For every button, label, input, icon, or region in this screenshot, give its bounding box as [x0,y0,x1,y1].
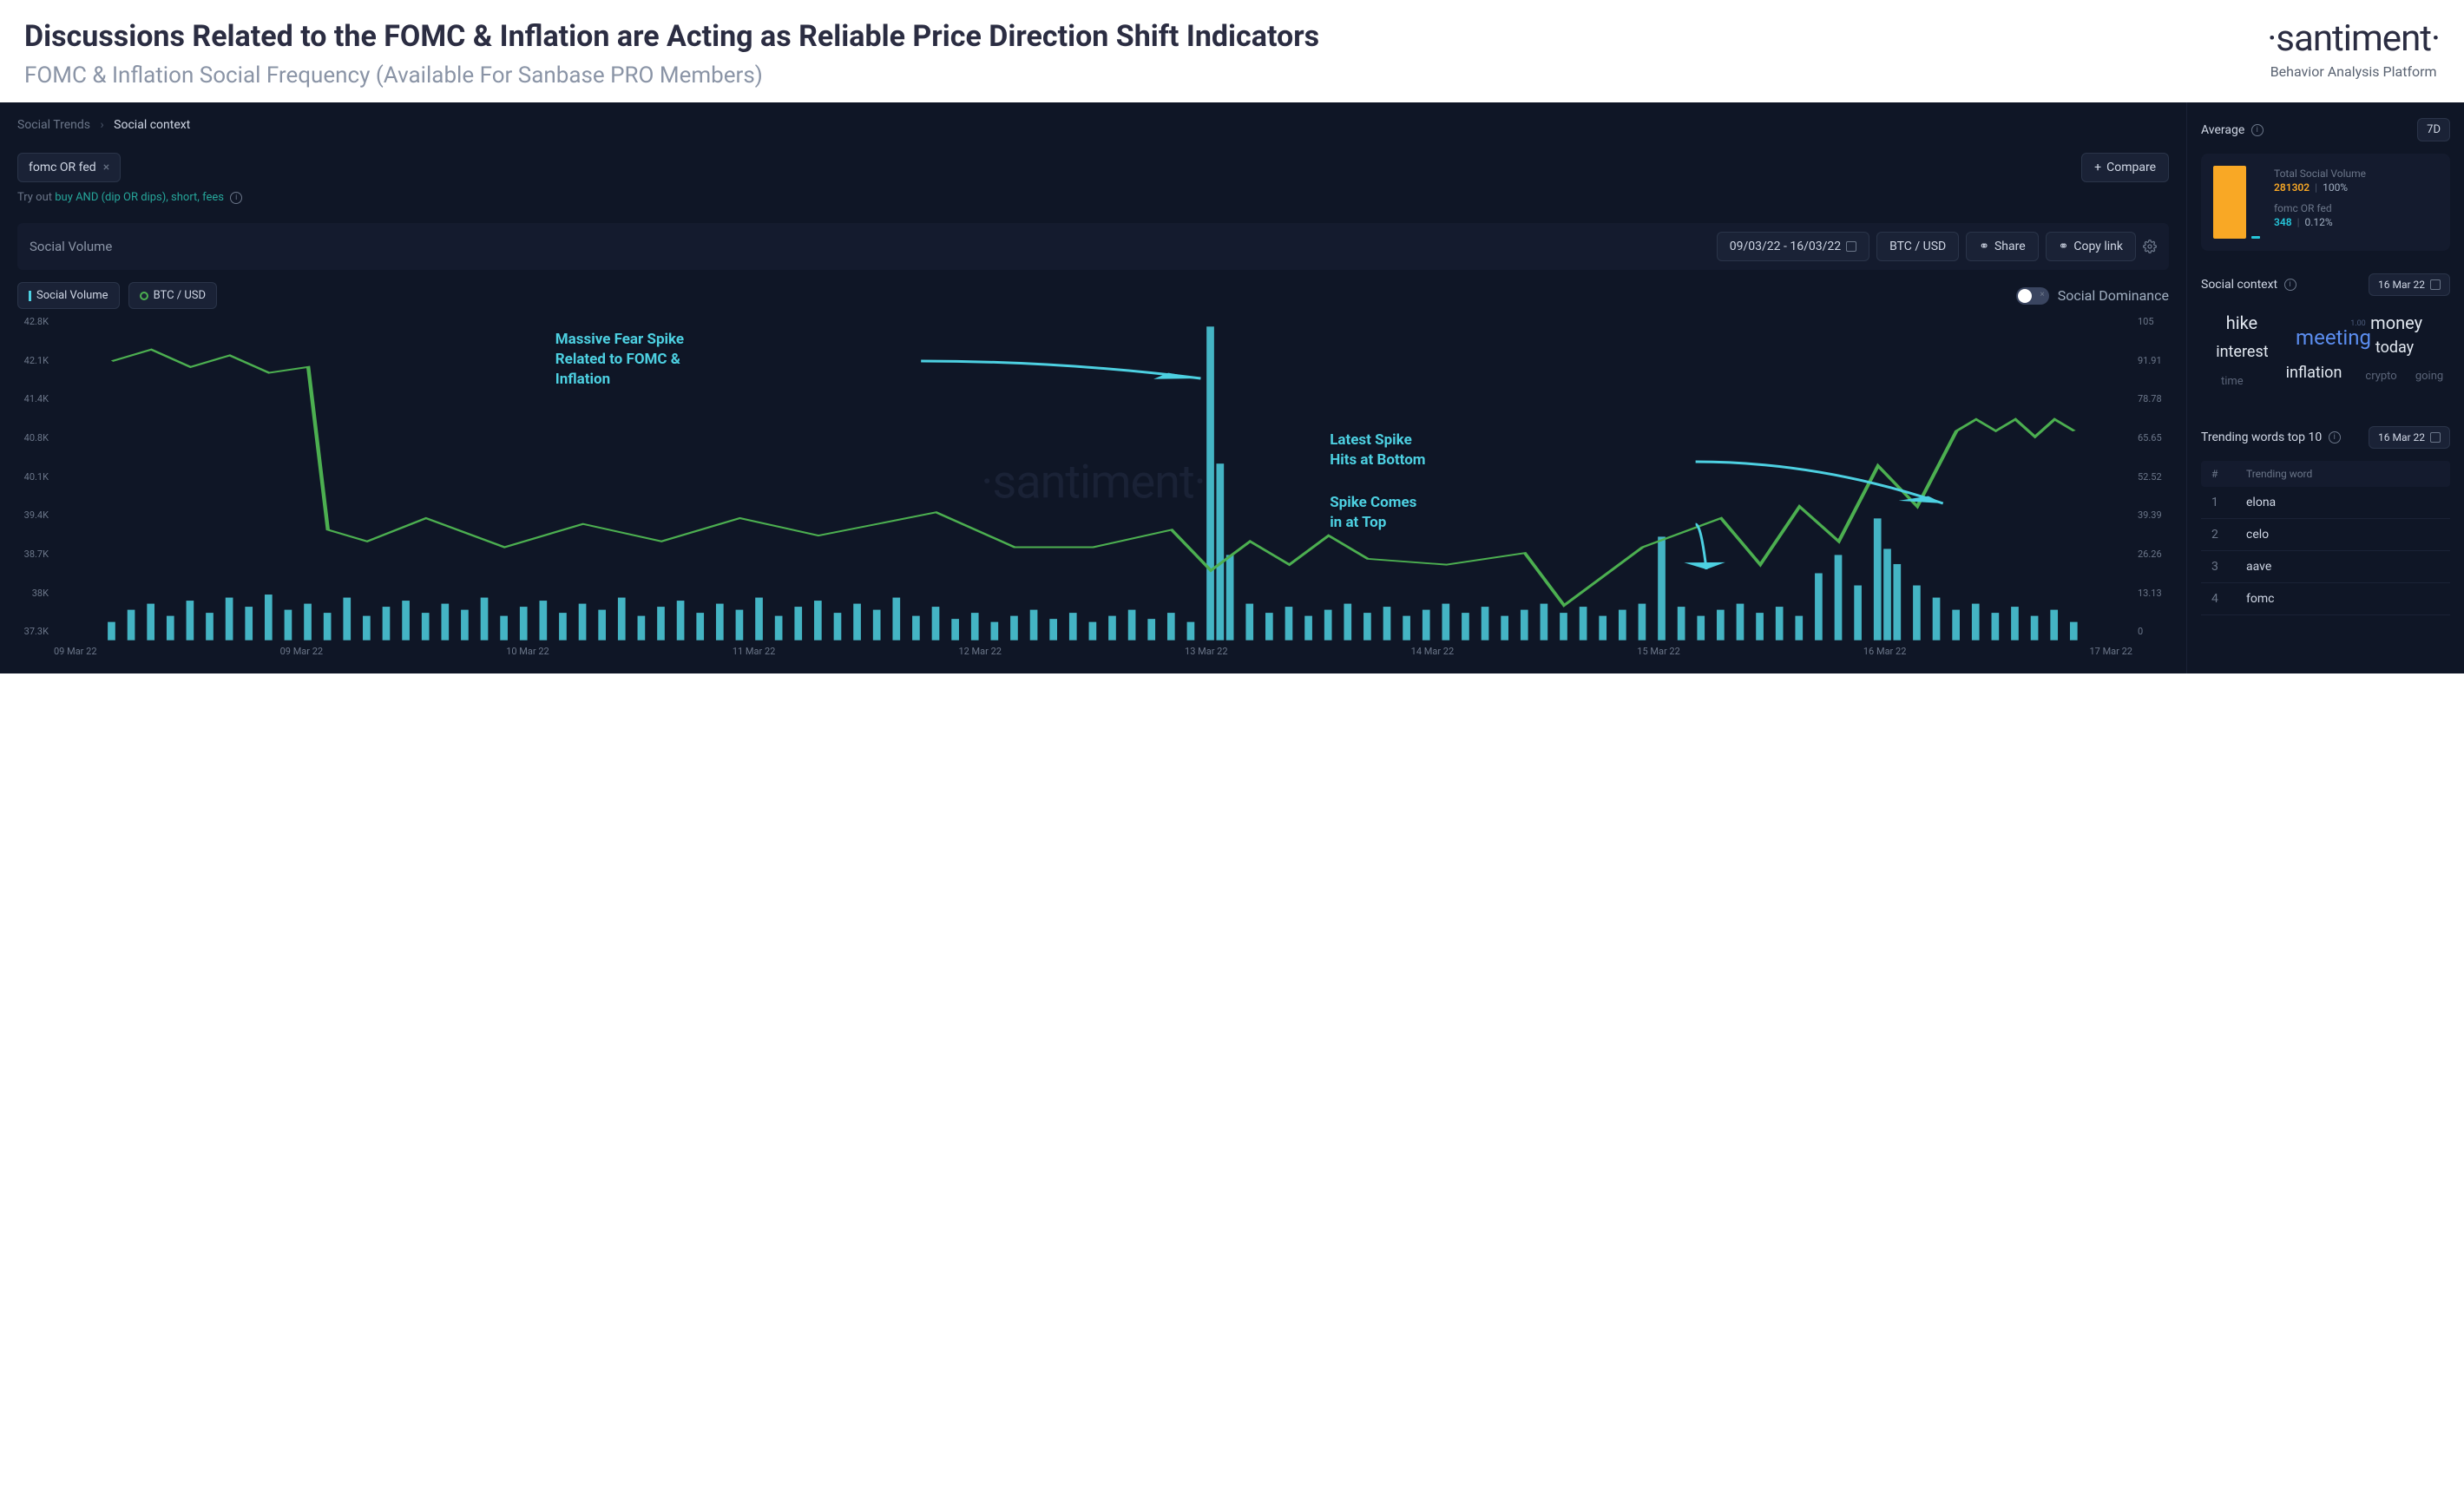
pair-button[interactable]: BTC / USD [1876,232,1959,261]
page-title: Discussions Related to the FOMC & Inflat… [24,17,2267,56]
date-range-button[interactable]: 09/03/22 - 16/03/22 [1717,232,1869,261]
cloud-word[interactable]: crypto [2365,370,2396,383]
trending-row[interactable]: 3aave [2201,551,2450,583]
brand-tagline: Behavior Analysis Platform [2267,63,2440,80]
gear-icon[interactable] [2143,240,2157,253]
share-button[interactable]: ⚭ Share [1966,232,2038,261]
cloud-word[interactable]: money [2370,312,2422,333]
chart-annotation: Latest SpikeHits at Bottom [1330,430,1425,470]
trending-row[interactable]: 4fomc [2201,583,2450,615]
tryout-links[interactable]: buy AND (dip OR dips), short, fees [55,191,224,204]
social-dominance-label: Social Dominance [2058,287,2169,304]
link-icon: ⚭ [2059,240,2069,253]
info-icon[interactable]: i [2251,124,2264,136]
average-mini-chart [2213,166,2260,239]
period-selector[interactable]: 7D [2417,118,2450,141]
trending-table-header: # Trending word [2201,461,2450,487]
compare-button[interactable]: + Compare [2081,153,2169,182]
y-axis-right: 10591.9178.7865.6552.5239.3926.2613.130 [2134,316,2169,637]
trending-label: Trending words top 10 [2201,430,2322,444]
calendar-icon [1846,241,1856,252]
chart[interactable]: ·santiment· 42.8K42.1K41.4K40.8K40.1K39.… [17,316,2169,663]
calendar-icon [2430,279,2441,290]
social-dominance-toggle[interactable]: × [2016,287,2049,305]
toolbar-title: Social Volume [30,239,112,254]
chevron-right-icon: › [100,118,103,132]
total-bar [2213,166,2246,239]
dashboard: Social Trends › Social context fomc OR f… [0,102,2464,673]
cloud-word[interactable]: today [2375,338,2414,357]
plus-icon: + [2094,161,2101,174]
sidebar: Average i 7D Total Social Volume 281302|… [2186,102,2464,673]
info-icon[interactable]: i [2329,431,2341,443]
query-value: 348 [2274,216,2292,228]
cloud-word[interactable]: 1.00 [2350,319,2366,328]
copy-link-button[interactable]: ⚭ Copy link [2046,232,2136,261]
tryout-hint: Try out buy AND (dip OR dips), short, fe… [17,191,2169,204]
brand-logo: ·santiment· [2267,17,2440,60]
legend-social-volume[interactable]: Social Volume [17,282,120,309]
cloud-word[interactable]: hike [2226,312,2257,333]
info-icon[interactable]: i [230,192,242,204]
cloud-word[interactable]: time [2221,375,2244,388]
cloud-word[interactable]: going [2415,370,2443,383]
y-axis-left: 42.8K42.1K41.4K40.8K40.1K39.4K38.7K38K37… [17,316,52,637]
brand-block: ·santiment· Behavior Analysis Platform [2267,17,2440,80]
search-chip-text: fomc OR fed [29,161,96,174]
breadcrumb-root[interactable]: Social Trends [17,118,90,132]
breadcrumb: Social Trends › Social context [17,118,2169,132]
link-icon: ⚭ [1979,240,1989,253]
close-icon: × [2040,290,2044,299]
chart-toolbar: Social Volume 09/03/22 - 16/03/22 BTC / … [17,223,2169,270]
chart-annotation: Massive Fear SpikeRelated to FOMC &Infla… [555,330,684,390]
trending-row[interactable]: 2celo [2201,519,2450,551]
close-icon[interactable]: × [103,161,109,174]
trending-date-picker[interactable]: 16 Mar 22 [2369,426,2450,449]
cloud-word[interactable]: inflation [2286,364,2342,382]
info-icon[interactable]: i [2284,279,2296,291]
trending-table-body: 1elona2celo3aave4fomc [2201,487,2450,615]
bar-marker-icon [29,291,31,301]
page-subtitle: FOMC & Inflation Social Frequency (Avail… [24,62,2267,89]
social-context-label: Social context [2201,278,2277,292]
query-bar [2251,236,2260,239]
trending-row[interactable]: 1elona [2201,487,2450,519]
legend-row: Social Volume BTC / USD × Social Dominan… [17,282,2169,309]
x-axis: 09 Mar 2209 Mar 2210 Mar 2211 Mar 2212 M… [54,646,2132,663]
page-header: Discussions Related to the FOMC & Inflat… [0,0,2464,102]
breadcrumb-current: Social context [114,118,190,132]
line-marker-icon [140,292,148,300]
legend-btc-usd[interactable]: BTC / USD [128,282,217,309]
chart-canvas [17,316,2169,663]
search-chip[interactable]: fomc OR fed × [17,153,121,182]
average-card: Total Social Volume 281302|100% fomc OR … [2201,154,2450,251]
cloud-word[interactable]: meeting [2296,325,2371,350]
cloud-word[interactable]: interest [2216,343,2268,361]
chart-annotation: Spike Comesin at Top [1330,493,1416,533]
word-cloud: hike meeting1.00 money interest today inflati… [2201,308,2450,404]
main-panel: Social Trends › Social context fomc OR f… [0,102,2186,673]
total-value: 281302 [2274,181,2310,194]
context-date-picker[interactable]: 16 Mar 22 [2369,273,2450,296]
calendar-icon [2430,432,2441,443]
average-label: Average [2201,123,2244,137]
